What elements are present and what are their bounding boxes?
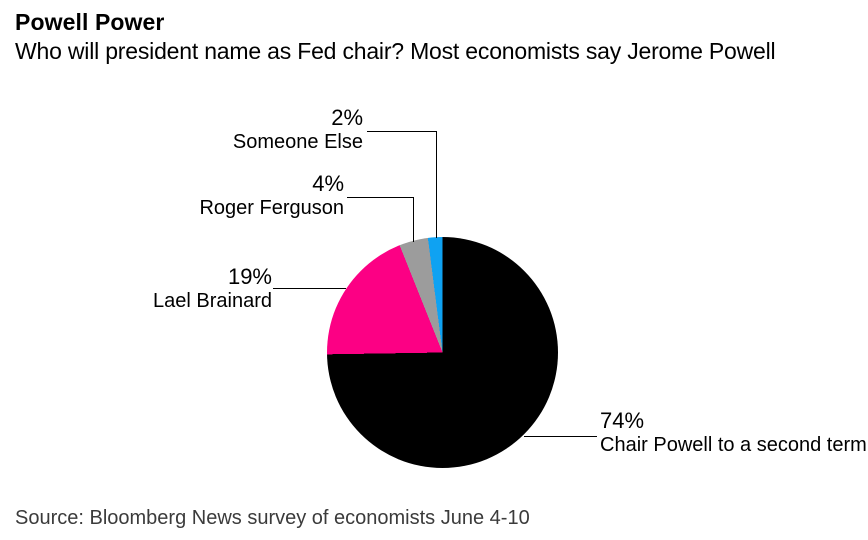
chart-title: Powell Power (15, 9, 165, 35)
callout-chair-powell: 74% Chair Powell to a second term (600, 407, 867, 457)
callout-roger-ferguson: 4% Roger Ferguson (199, 170, 344, 220)
leader-line-someone-else (367, 131, 437, 238)
callout-someone-else-value: 2% (331, 105, 363, 130)
callout-someone-else-label: Someone Else (232, 131, 363, 153)
callout-roger-ferguson-value: 4% (312, 171, 344, 196)
callout-lael-brainard-value: 19% (227, 264, 272, 289)
chart-subtitle: Who will president name as Fed chair? Mo… (15, 38, 776, 64)
leader-line-roger-ferguson (347, 197, 414, 242)
callout-roger-ferguson-label: Roger Ferguson (199, 197, 344, 219)
callout-someone-else: 2% Someone Else (233, 104, 363, 154)
pie (327, 237, 558, 468)
source-attribution: Source: Bloomberg News survey of economi… (15, 507, 530, 529)
callout-chair-powell-value: 74% (600, 408, 645, 433)
leader-line-lael-brainard (273, 288, 346, 289)
leader-line-chair-powell (524, 436, 597, 437)
callout-chair-powell-label: Chair Powell to a second term (600, 434, 867, 456)
callout-lael-brainard: 19% Lael Brainard (153, 263, 272, 313)
callout-lael-brainard-label: Lael Brainard (153, 290, 272, 312)
